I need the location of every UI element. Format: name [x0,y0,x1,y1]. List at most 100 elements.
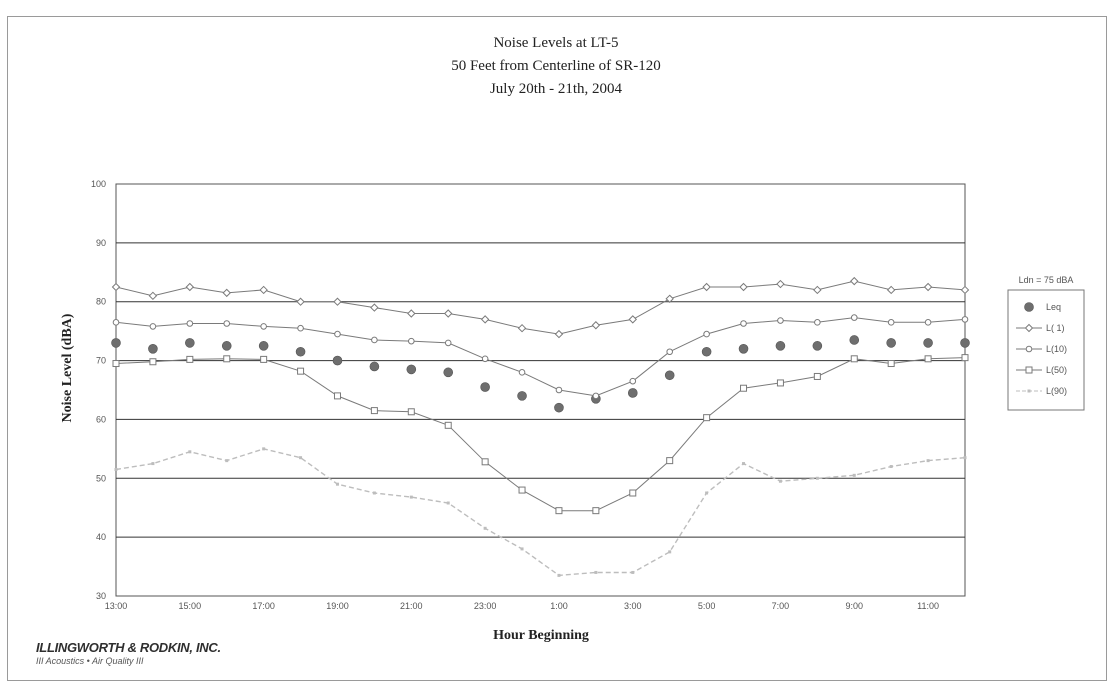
company-name: ILLINGWORTH & RODKIN, INC. [36,640,221,655]
data-point [705,491,709,495]
data-point [185,338,195,348]
data-point [483,526,487,530]
data-point [262,447,266,451]
data-point [963,456,967,460]
data-point [333,392,341,400]
data-point [814,319,821,326]
data-point [520,547,524,551]
data-point [813,372,821,380]
x-tick-label: 17:00 [252,601,275,611]
x-tick-label: 3:00 [624,601,642,611]
data-point [775,341,786,351]
data-point [740,384,748,392]
data-point [369,361,380,372]
y-tick-label: 30 [96,591,106,601]
data-point [629,377,637,385]
data-point [260,323,267,330]
series-l50 [112,354,969,515]
data-point [591,321,601,330]
data-point [887,360,895,368]
data-point [665,294,674,303]
data-point [112,319,120,326]
data-point [889,465,893,469]
data-point [481,355,489,363]
data-point [555,386,563,394]
legend-swatch [1025,345,1033,353]
data-point [223,355,231,363]
chart-title-line-2: 50 Feet from Centerline of SR-120 [451,58,661,74]
legend-swatch [1024,302,1034,312]
y-tick-label: 90 [96,238,106,248]
data-point [701,346,712,357]
legend-item: L( 1) [1016,323,1065,333]
data-point [297,367,305,375]
plot-area [115,183,966,597]
data-point [554,329,564,339]
data-point [923,282,933,292]
data-point [444,421,452,429]
data-point [961,316,969,323]
y-tick-label: 40 [96,532,106,542]
y-axis-label: Noise Level (dBA) [60,313,75,422]
legend-label: L(90) [1046,386,1067,396]
data-point [223,320,231,327]
data-point [114,467,118,471]
data-point [151,462,155,466]
data-point [221,341,232,351]
data-point [297,324,304,332]
grid-lines [115,183,966,597]
data-point [960,338,970,348]
data-point [111,338,121,348]
chart-title-line-3: July 20th - 21th, 2004 [489,81,623,97]
series-line [115,448,966,577]
data-point [444,309,453,318]
data-point [629,489,637,497]
data-point [703,414,711,422]
y-axis-ticks: 30 40 50 60 70 80 90 100 [91,179,106,601]
data-point [148,343,158,354]
data-point [738,343,749,354]
data-point [335,482,339,486]
series-group [111,276,970,577]
x-tick-label: 1:00 [550,601,568,611]
series-l1 [111,276,970,339]
legend-item: L(90) [1016,386,1067,396]
data-point [480,315,490,324]
data-point [296,297,305,306]
series-leq [111,335,970,413]
data-point [518,369,526,376]
company-logo: ILLINGWORTH & RODKIN, INC. III Acoustics… [36,640,221,666]
x-axis-label: Hour Beginning [493,628,589,643]
data-point [628,315,637,324]
legend-label: Leq [1046,302,1061,312]
legend-label: L(50) [1046,365,1067,375]
legend-label: L( 1) [1046,323,1065,333]
data-point [372,491,376,495]
data-point [518,486,526,494]
data-point [850,314,858,321]
data-point [260,355,268,363]
data-point [886,285,896,295]
legend-swatch [1025,366,1033,374]
x-tick-label: 19:00 [326,601,349,611]
data-point [557,573,561,577]
series-line [115,357,966,512]
data-point [222,288,231,298]
data-point [480,382,490,392]
data-point [370,303,379,312]
chart-title: Noise Levels at LT-5 50 Feet from Center… [0,32,1112,101]
ldn-label: Ldn = 75 dBA [1019,275,1074,285]
data-point [259,285,268,295]
data-point [295,346,306,357]
data-point [778,479,782,483]
data-point [742,462,746,466]
x-tick-label: 23:00 [474,601,497,611]
series-l90 [114,447,967,577]
data-point [225,459,229,463]
data-point [446,501,450,505]
y-tick-label: 50 [96,473,106,483]
data-point [517,323,527,333]
x-tick-label: 7:00 [772,601,790,611]
data-point [188,450,192,454]
series-l10 [112,314,969,400]
